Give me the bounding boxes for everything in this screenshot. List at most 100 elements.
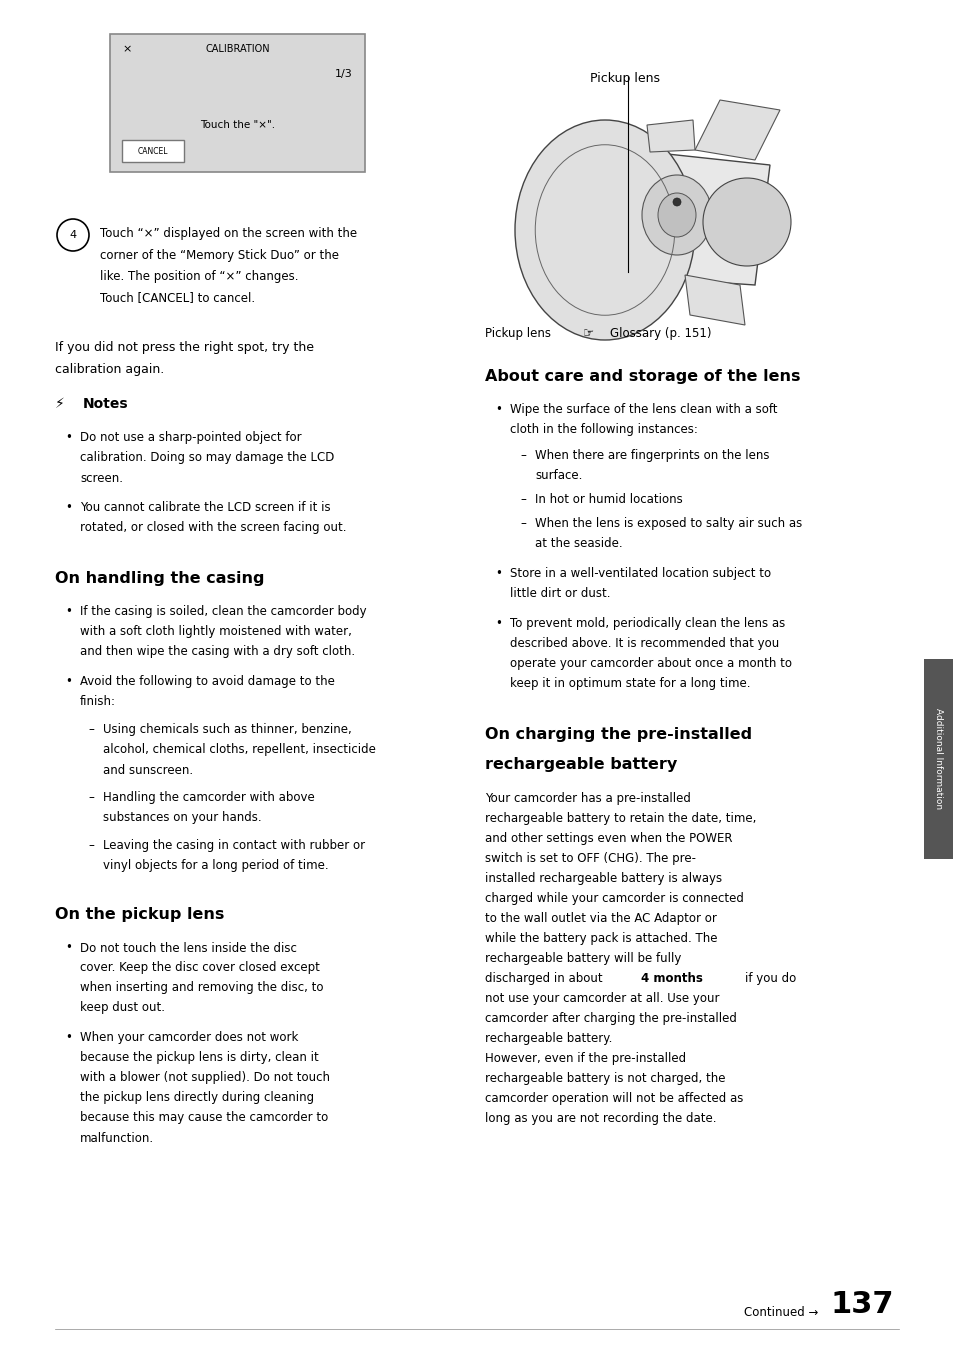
Text: calibration. Doing so may damage the LCD: calibration. Doing so may damage the LCD: [80, 452, 334, 464]
Text: Touch [CANCEL] to cancel.: Touch [CANCEL] to cancel.: [100, 292, 254, 304]
Text: ×: ×: [122, 43, 132, 54]
Text: camcorder operation will not be affected as: camcorder operation will not be affected…: [484, 1092, 742, 1105]
Text: •: •: [65, 676, 71, 688]
Text: and sunscreen.: and sunscreen.: [103, 764, 193, 776]
Text: alcohol, chemical cloths, repellent, insecticide: alcohol, chemical cloths, repellent, ins…: [103, 744, 375, 756]
Text: •: •: [495, 617, 501, 630]
Polygon shape: [609, 151, 769, 285]
Text: with a soft cloth lightly moistened with water,: with a soft cloth lightly moistened with…: [80, 626, 352, 639]
Text: and other settings even when the POWER: and other settings even when the POWER: [484, 832, 732, 845]
Text: Wipe the surface of the lens clean with a soft: Wipe the surface of the lens clean with …: [510, 403, 777, 417]
Text: screen.: screen.: [80, 471, 123, 484]
Text: •: •: [65, 1031, 71, 1045]
Circle shape: [672, 198, 680, 206]
Text: not use your camcorder at all. Use your: not use your camcorder at all. Use your: [484, 992, 719, 1006]
Text: Your camcorder has a pre-installed: Your camcorder has a pre-installed: [484, 792, 690, 805]
Text: rechargeable battery.: rechargeable battery.: [484, 1033, 612, 1045]
Text: On handling the casing: On handling the casing: [55, 571, 264, 586]
FancyBboxPatch shape: [122, 140, 184, 161]
Text: when inserting and removing the disc, to: when inserting and removing the disc, to: [80, 981, 323, 995]
Text: rechargeable battery will be fully: rechargeable battery will be fully: [484, 953, 680, 965]
Text: CALIBRATION: CALIBRATION: [205, 43, 270, 54]
Text: Do not use a sharp-pointed object for: Do not use a sharp-pointed object for: [80, 432, 301, 445]
Text: Touch “×” displayed on the screen with the: Touch “×” displayed on the screen with t…: [100, 227, 356, 240]
Text: 4: 4: [70, 229, 76, 240]
Text: If you did not press the right spot, try the: If you did not press the right spot, try…: [55, 341, 314, 354]
Text: –: –: [88, 791, 93, 805]
Text: vinyl objects for a long period of time.: vinyl objects for a long period of time.: [103, 859, 328, 873]
Text: When your camcorder does not work: When your camcorder does not work: [80, 1031, 298, 1045]
Text: Pickup lens: Pickup lens: [589, 72, 659, 85]
Text: –: –: [519, 517, 525, 531]
Text: •: •: [65, 942, 71, 954]
Text: finish:: finish:: [80, 696, 116, 708]
Text: –: –: [519, 493, 525, 506]
Text: calibration again.: calibration again.: [55, 362, 164, 376]
Text: rechargeable battery is not charged, the: rechargeable battery is not charged, the: [484, 1072, 724, 1086]
Text: discharged in about: discharged in about: [484, 972, 606, 985]
Text: When the lens is exposed to salty air such as: When the lens is exposed to salty air su…: [535, 517, 801, 531]
Text: Do not touch the lens inside the disc: Do not touch the lens inside the disc: [80, 942, 296, 954]
Text: Continued →: Continued →: [743, 1305, 818, 1319]
Circle shape: [702, 178, 790, 266]
Text: ⚡: ⚡: [55, 398, 65, 411]
Text: About care and storage of the lens: About care and storage of the lens: [484, 369, 800, 384]
Circle shape: [713, 189, 780, 255]
Text: 4 months: 4 months: [640, 972, 702, 985]
Text: rechargeable battery: rechargeable battery: [484, 757, 677, 772]
Text: because this may cause the camcorder to: because this may cause the camcorder to: [80, 1111, 328, 1125]
Text: •: •: [65, 605, 71, 619]
Text: charged while your camcorder is connected: charged while your camcorder is connecte…: [484, 892, 743, 905]
Text: Touch the "×".: Touch the "×".: [200, 119, 274, 130]
FancyBboxPatch shape: [923, 658, 953, 859]
Text: keep it in optimum state for a long time.: keep it in optimum state for a long time…: [510, 677, 750, 689]
Text: 137: 137: [830, 1291, 893, 1319]
Text: •: •: [65, 432, 71, 445]
Text: Additional Information: Additional Information: [934, 708, 943, 809]
Ellipse shape: [515, 119, 695, 341]
Text: the pickup lens directly during cleaning: the pickup lens directly during cleaning: [80, 1091, 314, 1105]
Text: at the seaside.: at the seaside.: [535, 537, 622, 550]
Text: Avoid the following to avoid damage to the: Avoid the following to avoid damage to t…: [80, 676, 335, 688]
Circle shape: [726, 202, 766, 242]
Text: surface.: surface.: [535, 470, 581, 482]
Text: little dirt or dust.: little dirt or dust.: [510, 588, 610, 600]
Text: switch is set to OFF (CHG). The pre-: switch is set to OFF (CHG). The pre-: [484, 852, 696, 864]
Polygon shape: [684, 275, 744, 324]
Circle shape: [739, 214, 754, 229]
Ellipse shape: [658, 193, 696, 237]
Polygon shape: [695, 100, 780, 160]
Text: Leaving the casing in contact with rubber or: Leaving the casing in contact with rubbe…: [103, 840, 365, 852]
Text: rotated, or closed with the screen facing out.: rotated, or closed with the screen facin…: [80, 521, 346, 535]
Text: operate your camcorder about once a month to: operate your camcorder about once a mont…: [510, 657, 791, 670]
Text: while the battery pack is attached. The: while the battery pack is attached. The: [484, 932, 717, 944]
Text: camcorder after charging the pre-installed: camcorder after charging the pre-install…: [484, 1012, 736, 1025]
Text: malfunction.: malfunction.: [80, 1132, 154, 1144]
Text: 1/3: 1/3: [335, 69, 353, 79]
Text: corner of the “Memory Stick Duo” or the: corner of the “Memory Stick Duo” or the: [100, 248, 338, 262]
Text: Handling the camcorder with above: Handling the camcorder with above: [103, 791, 314, 805]
Text: cover. Keep the disc cover closed except: cover. Keep the disc cover closed except: [80, 962, 319, 974]
Text: If the casing is soiled, clean the camcorder body: If the casing is soiled, clean the camco…: [80, 605, 366, 619]
Text: Store in a well-ventilated location subject to: Store in a well-ventilated location subj…: [510, 567, 770, 579]
Text: described above. It is recommended that you: described above. It is recommended that …: [510, 636, 779, 650]
Text: keep dust out.: keep dust out.: [80, 1001, 165, 1015]
Text: Pickup lens: Pickup lens: [484, 327, 551, 341]
Text: –: –: [88, 723, 93, 737]
Text: On charging the pre-installed: On charging the pre-installed: [484, 727, 751, 742]
Text: •: •: [495, 567, 501, 579]
Text: To prevent mold, periodically clean the lens as: To prevent mold, periodically clean the …: [510, 617, 784, 630]
Text: –: –: [88, 840, 93, 852]
Text: CANCEL: CANCEL: [137, 147, 168, 156]
Text: ☞: ☞: [582, 327, 594, 341]
Text: When there are fingerprints on the lens: When there are fingerprints on the lens: [535, 449, 769, 461]
Polygon shape: [646, 119, 695, 152]
Text: cloth in the following instances:: cloth in the following instances:: [510, 423, 698, 436]
Text: •: •: [65, 502, 71, 514]
Text: •: •: [495, 403, 501, 417]
Text: –: –: [519, 449, 525, 461]
Text: and then wipe the casing with a dry soft cloth.: and then wipe the casing with a dry soft…: [80, 646, 355, 658]
FancyBboxPatch shape: [110, 34, 365, 172]
Text: Using chemicals such as thinner, benzine,: Using chemicals such as thinner, benzine…: [103, 723, 352, 737]
Text: You cannot calibrate the LCD screen if it is: You cannot calibrate the LCD screen if i…: [80, 502, 331, 514]
